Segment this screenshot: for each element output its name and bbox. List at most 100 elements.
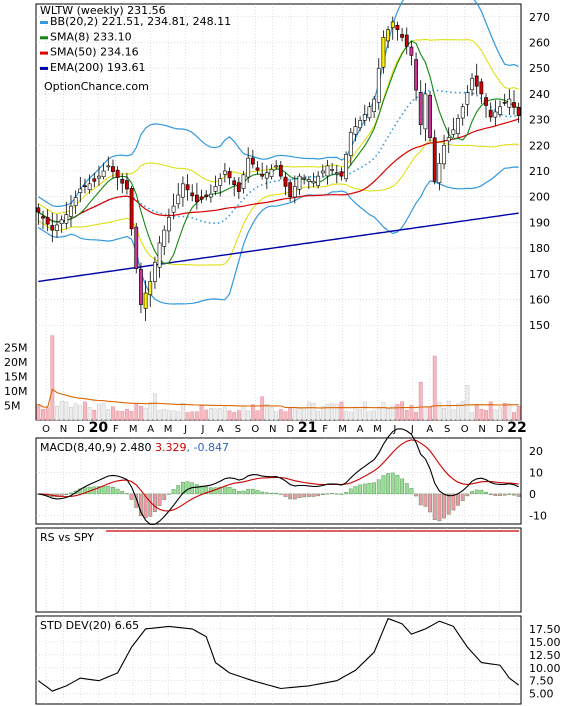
volume-bar	[306, 401, 311, 421]
panel-frame-3	[35, 615, 522, 705]
candle-body	[106, 165, 111, 168]
volume-bar	[59, 401, 64, 421]
macd-histogram-bar	[101, 486, 106, 495]
macd-histogram-bar	[232, 488, 237, 495]
macd-histogram-bar	[120, 491, 125, 495]
volume-bar	[111, 406, 115, 421]
candle-body	[41, 216, 45, 219]
candle-body	[148, 281, 153, 296]
volume-bar	[414, 411, 418, 421]
macd-histogram-bar	[274, 492, 279, 495]
volume-bar	[283, 411, 288, 421]
candle-body	[73, 197, 78, 207]
macd-histogram-bar	[362, 483, 367, 495]
macd-histogram-bar	[512, 493, 516, 496]
candle-body	[437, 162, 442, 184]
macd-histogram-bar	[278, 493, 283, 495]
macd-histogram-bar	[460, 493, 465, 501]
candle-body	[157, 242, 162, 268]
macd-histogram-bar	[325, 493, 330, 495]
volume-bar	[292, 406, 297, 421]
volume-bar	[87, 407, 92, 421]
ema200-line	[38, 212, 519, 283]
macd-histogram-bar	[451, 493, 456, 511]
candle-body	[222, 170, 227, 175]
macd-histogram-bar	[316, 493, 321, 497]
volume-bar	[484, 410, 488, 421]
macd-histogram-bar	[376, 479, 381, 495]
candle-body	[516, 107, 521, 116]
volume-bar	[190, 411, 195, 421]
macd-histogram-bar	[157, 493, 162, 506]
candle-body	[498, 106, 502, 115]
volume-bar	[418, 381, 423, 421]
x-tick-label: A	[217, 424, 224, 435]
volume-bar	[69, 407, 73, 421]
macd-histogram-bar	[465, 493, 470, 497]
x-tick-label: N	[269, 424, 276, 435]
volume-bar	[446, 400, 451, 421]
macd-histogram-bar	[222, 486, 227, 495]
volume-bar	[236, 410, 241, 421]
volume-bar	[409, 405, 414, 421]
macd-histogram-bar	[218, 486, 223, 495]
volume-bar	[41, 409, 45, 421]
macd-histogram-bar	[171, 489, 176, 495]
candle-body	[45, 217, 50, 225]
x-tick-label: J	[201, 424, 205, 435]
price-y-tick-label: 260	[529, 37, 550, 50]
std-y-tick-label: 17.50	[529, 623, 561, 636]
volume-bar	[97, 404, 101, 421]
macd-histogram-bar	[115, 488, 120, 495]
volume-bar	[199, 405, 204, 421]
candle-body	[171, 205, 176, 213]
volume-bar	[344, 410, 349, 421]
macd-histogram-bar	[386, 473, 390, 495]
candle-body	[311, 180, 316, 184]
macd-histogram-bar	[404, 483, 409, 495]
volume-bar	[194, 411, 199, 421]
candle-body	[36, 207, 41, 213]
candle-body	[264, 172, 269, 179]
candle-body	[78, 188, 83, 194]
macd-histogram-bar	[428, 493, 432, 513]
macd-histogram-bar	[97, 486, 101, 495]
price-y-tick-label: 240	[529, 88, 550, 101]
price-y-tick-label: 170	[529, 268, 550, 281]
volume-bar	[367, 411, 372, 421]
volume-bar	[507, 403, 512, 421]
candle-body	[446, 137, 451, 142]
macd-histogram-bar	[236, 491, 241, 495]
volume-bar	[36, 404, 41, 421]
candle-body	[227, 171, 232, 179]
volume-bar	[274, 411, 279, 421]
macd-histogram-bar	[106, 485, 111, 495]
bollinger-lower-line	[37, 166, 519, 305]
macd-histogram-bar	[516, 493, 521, 497]
candle-body	[325, 165, 330, 177]
volume-bar	[474, 404, 479, 421]
candle-body	[512, 102, 516, 108]
candle-body	[507, 98, 512, 108]
x-tick-label: A	[357, 424, 364, 435]
macd-histogram-bar	[358, 484, 363, 495]
candle-body	[59, 219, 64, 224]
candle-body	[484, 97, 488, 106]
macd-histogram-bar	[59, 493, 64, 497]
volume-bar	[143, 407, 148, 421]
x-tick-label: S	[235, 424, 241, 435]
macd-y-tick-label: 0	[529, 488, 536, 501]
volume-bar	[278, 409, 283, 421]
macd-histogram-bar	[269, 492, 274, 495]
candle-body	[283, 176, 288, 187]
macd-histogram-bar	[367, 483, 372, 495]
candle-body	[353, 126, 358, 135]
volume-bar	[120, 411, 125, 421]
candle-body	[297, 175, 302, 190]
macd-histogram-bar	[437, 493, 442, 522]
candle-body	[246, 157, 251, 178]
volume-bar	[167, 410, 171, 421]
candle-body	[381, 37, 386, 68]
macd-histogram-bar	[330, 493, 335, 495]
volume-bar	[381, 402, 386, 421]
